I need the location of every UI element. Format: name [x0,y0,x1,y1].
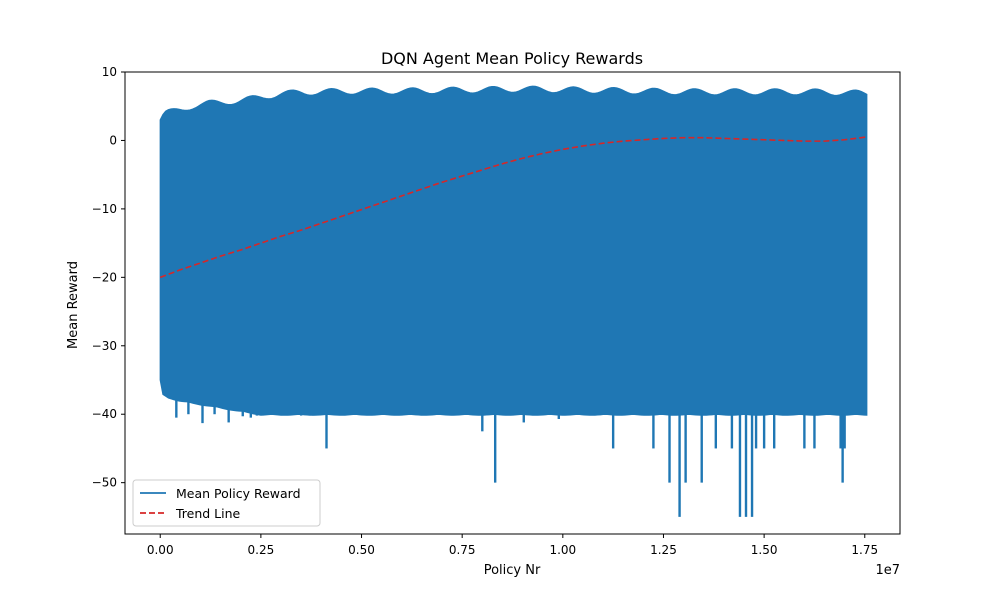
x-tick-label: 0.00 [147,543,174,557]
x-tick-label: 0.50 [348,543,375,557]
y-tick-label: −30 [92,339,117,353]
trend-line [159,136,867,279]
y-tick-label: −50 [92,476,117,490]
x-tick-label: 0.25 [248,543,275,557]
legend-box [132,479,321,527]
chart-title: DQN Agent Mean Policy Rewards [381,49,643,68]
y-tick-label: 0 [109,133,117,147]
axes-frame [124,71,901,535]
y-tick-label: −20 [92,270,117,284]
x-tick-label: 1.25 [650,543,677,557]
legend: Mean Policy Reward Trend Line [132,479,321,527]
y-tick-label: 10 [102,65,117,79]
axes-layer: 0.00 0.25 0.50 0.75 1.00 1.25 1.50 1.75 −50 −40 −3… [92,65,901,557]
x-tick-label: 0.75 [449,543,476,557]
y-tick-label: −10 [92,202,117,216]
legend-label-trend: Trend Line [175,506,241,521]
y-axis-label: Mean Reward [66,261,81,349]
plot-data-layer [159,85,868,517]
x-tick-label: 1.00 [549,543,576,557]
x-tick-label: 1.75 [851,543,878,557]
reward-series-band [159,85,868,416]
x-axis-offset-label: 1e7 [875,563,900,578]
y-tick-label: −40 [92,407,117,421]
legend-label-reward: Mean Policy Reward [176,486,301,501]
x-tick-label: 1.50 [751,543,778,557]
x-axis-label: Policy Nr [484,563,541,578]
